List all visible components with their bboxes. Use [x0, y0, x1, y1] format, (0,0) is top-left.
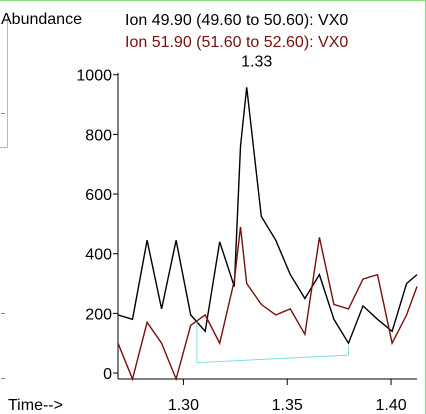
- y-tick-label: 0: [103, 366, 112, 383]
- series-line-0: [117, 87, 418, 345]
- y-tick-label: 600: [85, 187, 112, 204]
- legend-entry-ion-49-90: Ion 49.90 (49.60 to 50.60): VX0: [125, 12, 348, 29]
- x-tick-label: 1.40: [375, 397, 406, 414]
- gutter-tick: [1, 313, 5, 314]
- series-layer: [117, 87, 418, 382]
- series-line-1: [117, 226, 418, 382]
- x-tick-label: 1.35: [272, 397, 303, 414]
- left-gutter-divider: [7, 14, 8, 147]
- gutter-tick: [1, 113, 5, 114]
- y-axis-label: Abundance: [1, 11, 82, 28]
- axes: [117, 72, 417, 380]
- x-ticks: 1.30 1.35 1.40: [168, 379, 407, 414]
- x-tick-label: 1.30: [168, 397, 199, 414]
- y-tick-label: 800: [85, 127, 112, 144]
- legend-entry-ion-51-90: Ion 51.90 (51.60 to 52.60): VX0: [125, 34, 348, 51]
- peak-label: 1.33: [241, 54, 272, 71]
- y-ticks: 0 200 400 600 800 1000: [76, 68, 118, 383]
- left-gutter-divider-bottom: [0, 147, 8, 148]
- y-tick-label: 400: [85, 247, 112, 264]
- x-axis-label: Time-->: [8, 397, 63, 414]
- y-tick-label: 200: [85, 306, 112, 323]
- baseline-layer: [196, 322, 349, 364]
- gutter-tick: [1, 378, 5, 379]
- integration-baseline: [196, 322, 349, 364]
- y-tick-label: 1000: [76, 68, 112, 85]
